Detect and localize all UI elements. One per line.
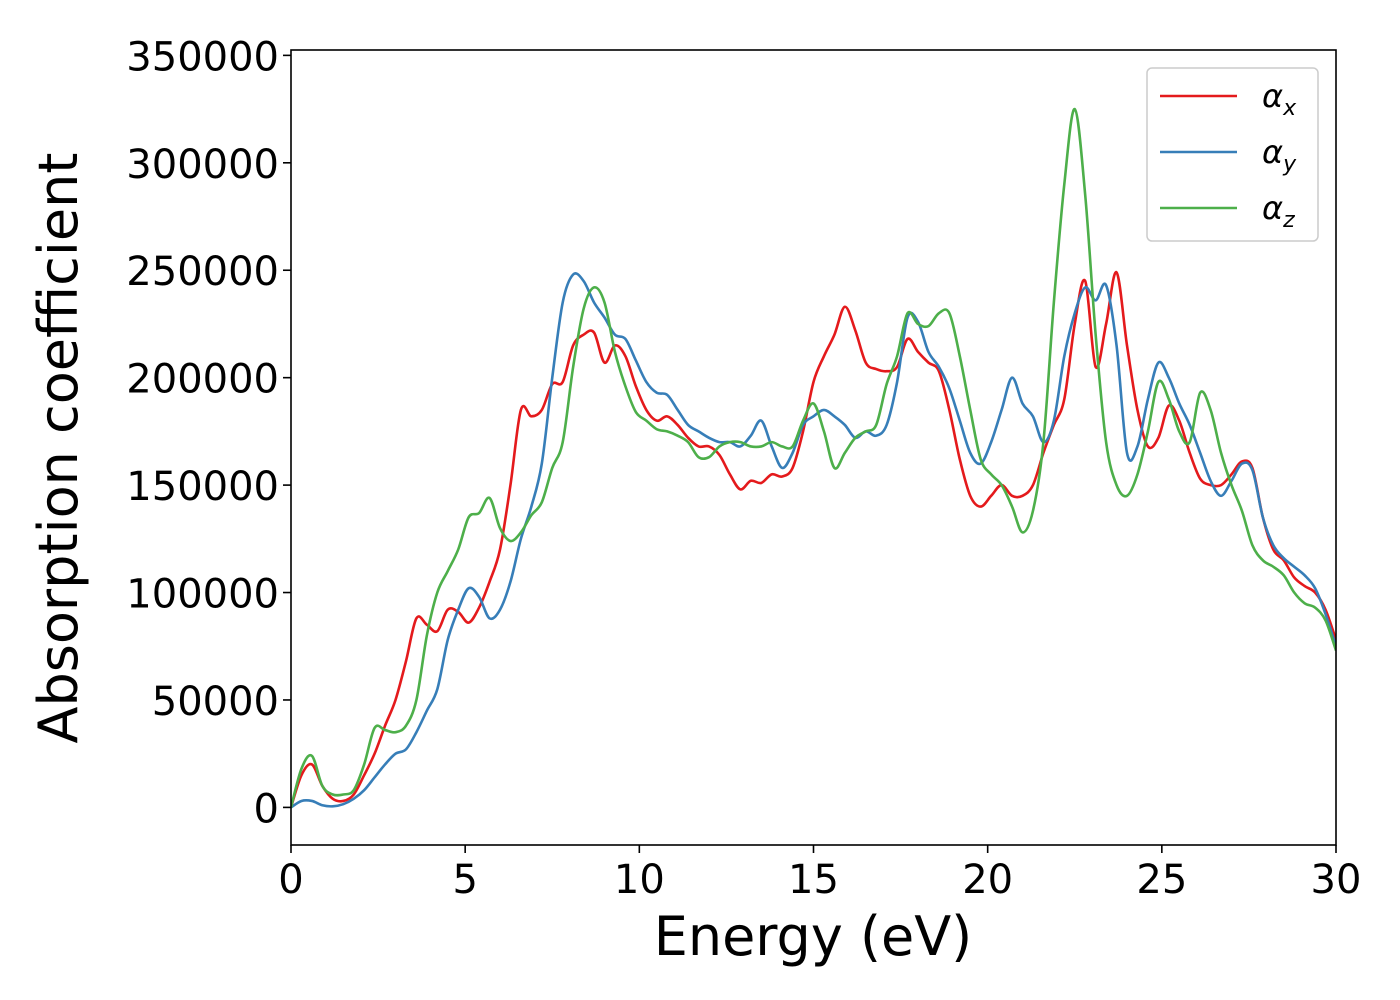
y-tick-label: 250000 — [126, 249, 279, 295]
x-tick-label: 30 — [1311, 857, 1362, 903]
legend-box — [1146, 67, 1319, 242]
x-tick-label: 0 — [278, 857, 303, 903]
y-tick-label: 150000 — [126, 464, 279, 510]
y-tick-label: 100000 — [126, 572, 279, 618]
series-line-z — [291, 107, 1336, 808]
x-tick-label: 15 — [788, 857, 839, 903]
y-tick-label: 0 — [254, 786, 279, 832]
y-tick-label: 350000 — [126, 34, 279, 80]
y-axis-title: Absorption coefficient — [27, 153, 90, 744]
y-tick-label: 50000 — [152, 679, 279, 725]
y-tick-label: 300000 — [126, 142, 279, 188]
y-axis: 0 50000 100000 150000 200000 250000 300000 3500… — [126, 34, 291, 832]
x-axis: 0 5 10 15 20 25 30 — [278, 845, 1361, 903]
x-tick-label: 25 — [1136, 857, 1187, 903]
x-tick-label: 5 — [452, 857, 477, 903]
series-layer — [291, 107, 1336, 809]
series-line-x — [291, 271, 1336, 808]
x-tick-label: 20 — [962, 857, 1013, 903]
y-tick-label: 200000 — [126, 357, 279, 403]
series-line-y — [291, 272, 1336, 809]
x-tick-label: 10 — [614, 857, 665, 903]
x-axis-title: Energy (eV) — [654, 905, 973, 968]
